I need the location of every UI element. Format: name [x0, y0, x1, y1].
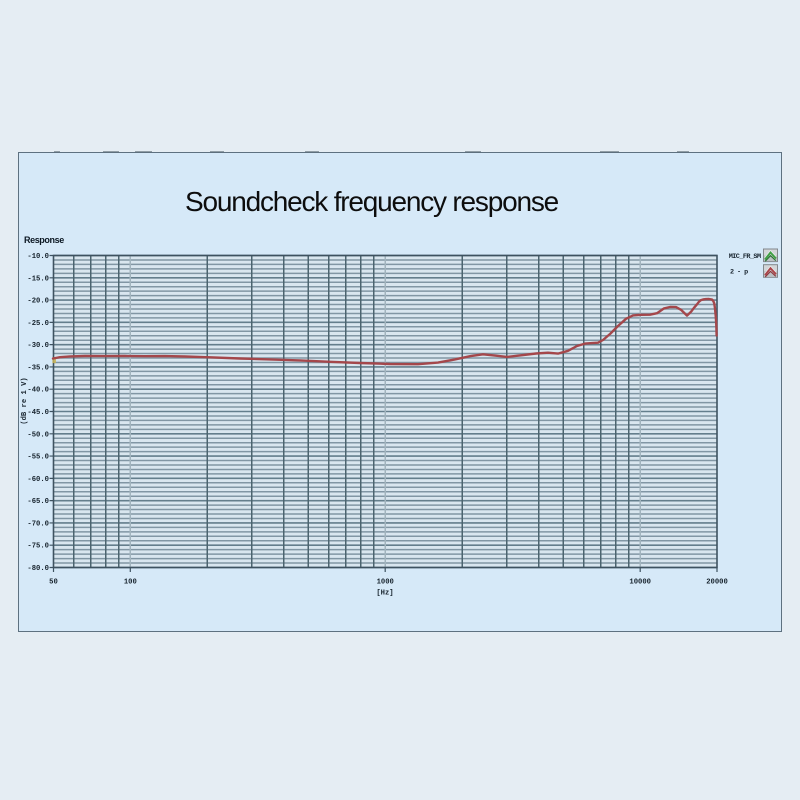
- svg-text:100: 100: [124, 579, 137, 587]
- svg-text:-70.0: -70.0: [27, 520, 49, 528]
- svg-text:-80.0: -80.0: [27, 565, 49, 573]
- svg-text:-45.0: -45.0: [27, 409, 49, 417]
- svg-text:MIC_FR_SM: MIC_FR_SM: [729, 253, 761, 261]
- svg-text:-75.0: -75.0: [27, 543, 49, 551]
- svg-text:-20.0: -20.0: [27, 298, 49, 306]
- svg-text:-65.0: -65.0: [27, 498, 49, 506]
- svg-text:-55.0: -55.0: [27, 454, 49, 462]
- svg-text:-50.0: -50.0: [27, 431, 49, 439]
- svg-text:50: 50: [49, 579, 58, 587]
- svg-text:-25.0: -25.0: [27, 320, 49, 328]
- svg-text:(dB re 1 V): (dB re 1 V): [21, 377, 29, 424]
- svg-text:-60.0: -60.0: [27, 476, 49, 484]
- svg-text:2 - p: 2 - p: [730, 268, 748, 276]
- svg-text:-15.0: -15.0: [27, 275, 49, 283]
- svg-text:-35.0: -35.0: [27, 364, 49, 372]
- svg-text:[Hz]: [Hz]: [376, 590, 393, 598]
- svg-text:-10.0: -10.0: [27, 253, 49, 261]
- svg-text:10000: 10000: [629, 579, 651, 587]
- svg-text:20000: 20000: [706, 579, 728, 587]
- svg-text:1000: 1000: [377, 579, 394, 587]
- svg-text:-40.0: -40.0: [27, 387, 49, 395]
- svg-text:-30.0: -30.0: [27, 342, 49, 350]
